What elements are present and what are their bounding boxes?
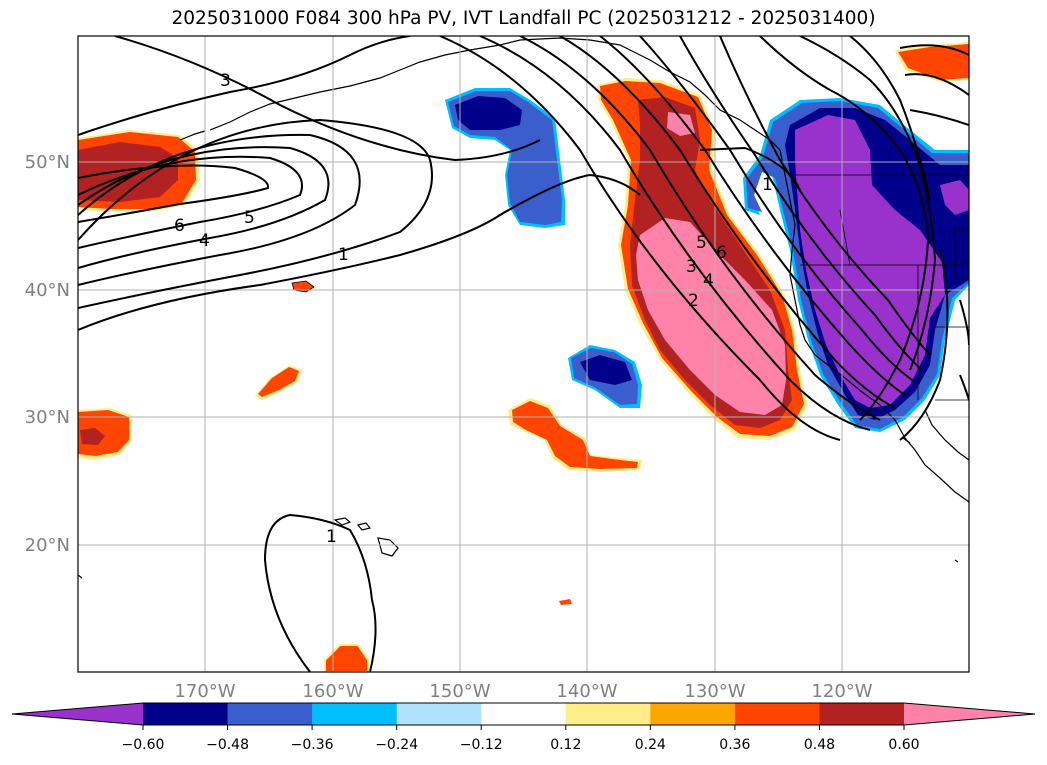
colorbar-segment <box>227 703 313 725</box>
colorbar-tick-label: −0.24 <box>375 737 418 753</box>
positive-anomaly-ne-pacific-plume <box>597 78 808 440</box>
contour-label: 1 <box>762 175 773 195</box>
contour-label: 4 <box>703 271 714 291</box>
colorbar-tick-label: 0.36 <box>719 737 750 753</box>
colorbar-tick-label: −0.48 <box>206 737 249 753</box>
colorbar-tick-label: 0.24 <box>635 737 666 753</box>
contour-label: 4 <box>199 231 210 251</box>
longitude-labels: 170°W 160°W 150°W 140°W 130°W 120°W <box>174 681 872 702</box>
lat-label: 20°N <box>25 535 70 556</box>
lat-label: 40°N <box>25 280 70 301</box>
lon-label: 170°W <box>174 681 235 702</box>
colorbar-extend-low <box>12 703 143 725</box>
lon-label: 130°W <box>684 681 745 702</box>
pv-contours <box>78 36 969 672</box>
colorbar-tick-label: 0.12 <box>550 737 581 753</box>
contour-label: 1 <box>338 245 349 265</box>
colorbar-segment <box>312 703 398 725</box>
colorbar-segment <box>565 703 651 725</box>
colorbar: −0.60 −0.48 −0.36 −0.24 −0.12 0.12 0.24 0.36 0.4… <box>11 702 1036 753</box>
colorbar-tick-label: 0.60 <box>888 737 919 753</box>
colorbar-tick-label: −0.12 <box>460 737 503 753</box>
lat-label: 30°N <box>25 407 70 428</box>
political-boundaries <box>795 174 969 401</box>
colorbar-tick-label: −0.36 <box>291 737 334 753</box>
colorbar-tick-label: 0.48 <box>804 737 835 753</box>
colorbar-segment <box>481 703 567 725</box>
lon-label: 160°W <box>302 681 363 702</box>
map-frame <box>77 35 970 673</box>
coastlines <box>78 37 969 579</box>
colorbar-segment <box>734 703 820 725</box>
colorbar-extend-high <box>904 703 1035 725</box>
contour-label: 6 <box>716 243 727 263</box>
colorbar-segment <box>143 703 229 725</box>
lon-label: 140°W <box>556 681 617 702</box>
contour-label: 5 <box>696 233 707 253</box>
colorbar-segment <box>819 703 905 725</box>
contour-label: 3 <box>220 71 231 91</box>
contour-label: 1 <box>326 527 337 547</box>
contour-label: 3 <box>686 257 697 277</box>
lon-label: 150°W <box>429 681 490 702</box>
contour-labels: 3 6 5 4 1 5 6 3 4 2 1 1 <box>174 71 773 547</box>
lat-label: 50°N <box>25 152 70 173</box>
latitude-labels: 50°N 40°N 30°N 20°N <box>25 152 70 556</box>
map-title: 2025031000 F084 300 hPa PV, IVT Landfall… <box>171 8 876 29</box>
positive-anomaly-small-patches <box>78 280 642 672</box>
contour-label: 5 <box>244 208 255 228</box>
negative-anomaly-central-pacific <box>445 88 642 408</box>
colorbar-segment <box>650 703 736 725</box>
colorbar-tick-label: −0.60 <box>122 737 165 753</box>
colorbar-segment <box>396 703 482 725</box>
lon-label: 120°W <box>811 681 872 702</box>
contour-label: 2 <box>688 291 699 311</box>
contour-label: 6 <box>174 216 185 236</box>
